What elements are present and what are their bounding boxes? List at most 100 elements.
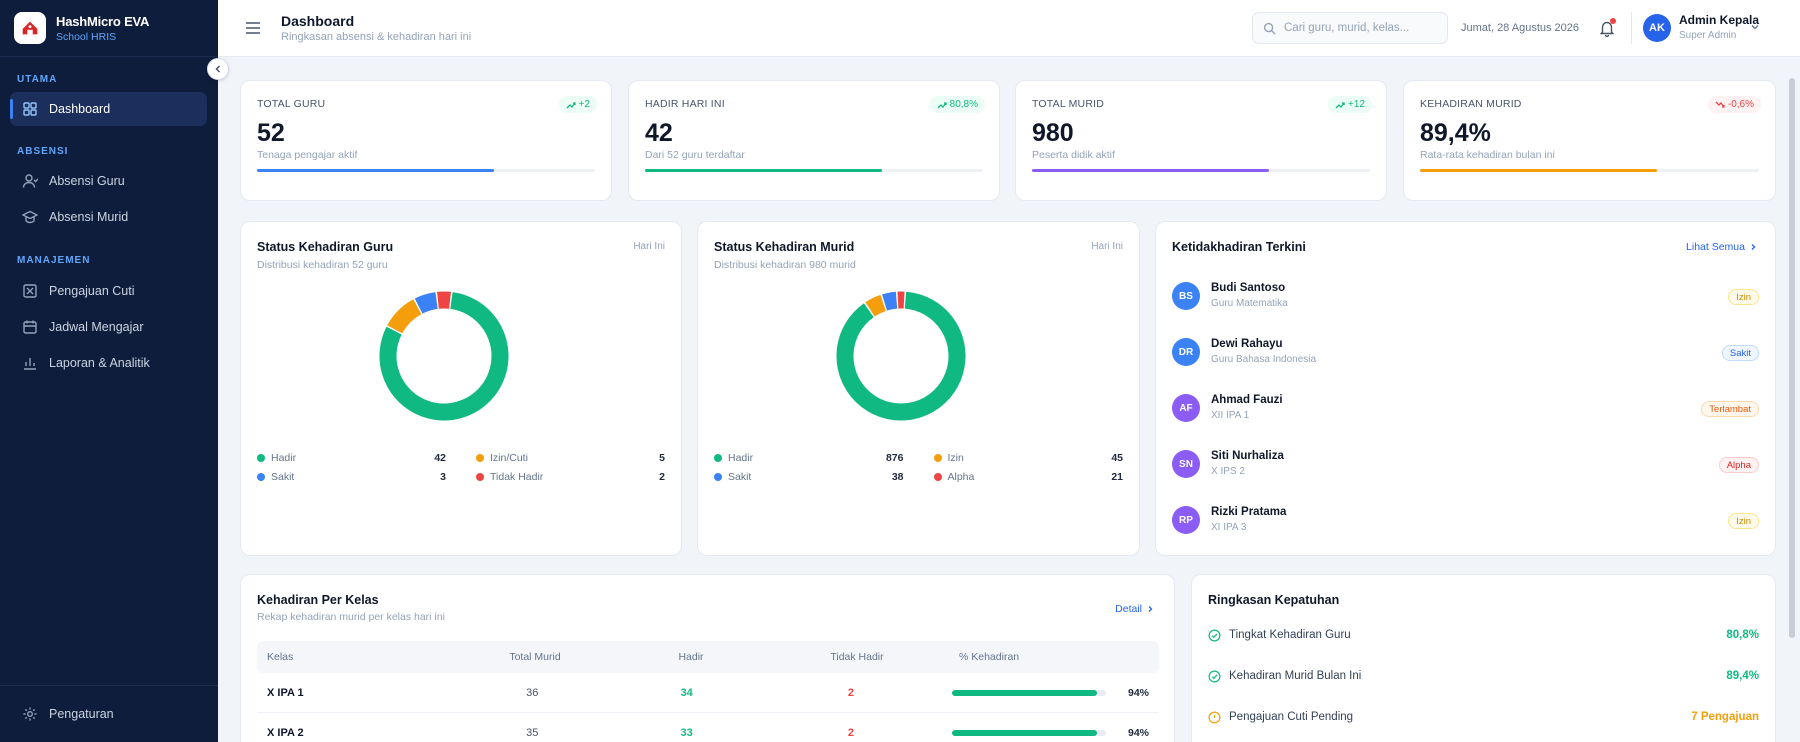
- column-header[interactable]: Hadir: [678, 651, 704, 663]
- avatar: AF: [1172, 394, 1200, 422]
- sidebar-item-laporan-analitik[interactable]: Laporan & Analitik: [10, 346, 207, 380]
- search-icon: [1263, 22, 1276, 35]
- donut-slice-sakit[interactable]: [882, 291, 898, 311]
- person-name: Siti Nurhaliza: [1211, 450, 1284, 462]
- class-attendance-card: Kehadiran Per Kelas Rekap kehadiran muri…: [240, 574, 1175, 742]
- teacher-donut-chart[interactable]: [378, 290, 510, 422]
- user-role: Super Admin: [1679, 30, 1737, 41]
- legend-dot: [714, 453, 722, 462]
- section-title-absensi: ABSENSI: [17, 146, 69, 157]
- cell-tidak-hadir: 2: [847, 686, 854, 699]
- stat-description: Dari 52 guru terdaftar: [645, 149, 745, 161]
- donut-slice-izin[interactable]: [865, 294, 887, 317]
- detail-link[interactable]: Detail: [1115, 603, 1154, 615]
- cell-total: 36: [526, 686, 539, 699]
- absence-item[interactable]: RP Rizki Pratama XI IPA 3 Izin: [1172, 500, 1759, 540]
- status-badge: Sakit: [1721, 345, 1759, 361]
- absence-item[interactable]: DR Dewi Rahayu Guru Bahasa Indonesia Sakit: [1172, 332, 1759, 372]
- compliance-item-student-attendance: Kehadiran Murid Bulan Ini 89,4%: [1208, 666, 1759, 686]
- search-input[interactable]: [1284, 22, 1434, 34]
- column-header[interactable]: Kelas: [267, 651, 294, 663]
- percentage-fill: [951, 689, 1097, 696]
- sidebar-item-jadwal-mengajar[interactable]: Jadwal Mengajar: [10, 310, 207, 344]
- absence-item[interactable]: BS Budi Santoso Guru Matematika Izin: [1172, 276, 1759, 316]
- stat-description: Rata-rata kehadiran bulan ini: [1420, 149, 1555, 161]
- bell-icon[interactable]: [1598, 19, 1616, 37]
- donut-slice-sakit[interactable]: [414, 292, 439, 314]
- sidebar-item-label: Absensi Murid: [49, 210, 129, 224]
- table-row[interactable]: X IPA 1 36 34 2 94%: [257, 673, 1159, 713]
- user-avatar[interactable]: AK: [1643, 14, 1671, 42]
- person-role: XI IPA 3: [1211, 522, 1247, 533]
- status-badge: Terlambat: [1701, 401, 1759, 417]
- person-role: XII IPA 1: [1211, 410, 1250, 421]
- trend-up-icon: [1335, 101, 1345, 108]
- brand[interactable]: HashMicro EVA School HRIS: [0, 0, 218, 57]
- student-donut-chart[interactable]: [835, 290, 967, 422]
- cell-kelas: X IPA 1: [267, 686, 304, 699]
- sidebar-item-label: Absensi Guru: [49, 174, 125, 188]
- bar-chart-icon: [24, 358, 36, 370]
- check-circle-icon: [1208, 629, 1221, 641]
- percentage-value: 94%: [1127, 726, 1149, 739]
- sidebar-item-label: Pengaturan: [49, 707, 114, 721]
- search-box[interactable]: [1252, 12, 1448, 44]
- user-name[interactable]: Admin Kepala: [1679, 13, 1760, 27]
- sidebar-item-absensi-murid[interactable]: Absensi Murid: [10, 200, 207, 234]
- donut-slice-hadir[interactable]: [836, 291, 966, 421]
- alert-circle-icon: [1208, 711, 1221, 723]
- stat-card-kehadiran-murid[interactable]: KEHADIRAN MURID -0,6% 89,4% Rata-rata ke…: [1403, 80, 1776, 201]
- percentage-track: [951, 689, 1106, 696]
- legend-dot: [476, 453, 484, 462]
- stat-card-total-guru[interactable]: TOTAL GURU +2 52 Tenaga pengajar aktif: [240, 80, 612, 201]
- page-scrollbar[interactable]: [1789, 78, 1795, 638]
- table-row[interactable]: X IPA 2 35 33 2 94%: [257, 713, 1159, 742]
- column-header[interactable]: Total Murid: [509, 651, 561, 663]
- column-header[interactable]: Tidak Hadir: [830, 651, 884, 663]
- stat-card-hadir-hari-ini[interactable]: HADIR HARI INI 80,8% 42 Dari 52 guru ter…: [628, 80, 1000, 201]
- brand-name: HashMicro EVA: [56, 13, 150, 29]
- stat-value: 42: [645, 119, 673, 147]
- view-all-link[interactable]: Lihat Semua: [1686, 241, 1757, 253]
- legend-dot: [257, 453, 265, 462]
- sidebar-item-absensi-guru[interactable]: Absensi Guru: [10, 164, 207, 198]
- progress-track: [1420, 169, 1759, 172]
- legend: Hadir 42 Izin/Cuti 5 Sakit 3 Tidak Hadir 2: [257, 448, 665, 486]
- progress-fill: [1420, 169, 1658, 172]
- student-status-card: Status Kehadiran Murid Distribusi kehadi…: [697, 221, 1140, 556]
- absence-item[interactable]: SN Siti Nurhaliza X IPS 2 Alpha: [1172, 444, 1759, 484]
- donut-slice-izin-cuti[interactable]: [387, 299, 422, 334]
- table-header: Kelas Total Murid Hadir Tidak Hadir % Ke…: [257, 641, 1159, 673]
- donut-slice-hadir[interactable]: [379, 292, 509, 421]
- stat-value: 89,4%: [1420, 119, 1491, 147]
- sidebar-item-label: Dashboard: [49, 102, 111, 116]
- legend-item-hadir: Hadir 876: [714, 452, 918, 464]
- stat-card-total-murid[interactable]: TOTAL MURID +12 980 Peserta didik aktif: [1015, 80, 1387, 201]
- chevron-right-icon: [1751, 244, 1756, 250]
- stat-label: TOTAL MURID: [1032, 98, 1105, 110]
- compliance-item-leave-pending[interactable]: Pengajuan Cuti Pending 7 Pengajuan: [1208, 707, 1759, 727]
- cell-percentage: 94%: [938, 727, 1159, 739]
- trend-badge: +12: [1328, 96, 1372, 113]
- legend-item-izin: Izin 45: [918, 452, 1123, 464]
- menu-icon[interactable]: [244, 19, 262, 37]
- sidebar-collapse-button[interactable]: [207, 58, 229, 80]
- file-x-icon: [23, 284, 37, 298]
- person-name: Budi Santoso: [1211, 282, 1286, 294]
- legend-dot: [476, 472, 484, 481]
- sidebar-item-pengaturan[interactable]: Pengaturan: [10, 697, 207, 731]
- column-header[interactable]: % Kehadiran: [959, 651, 1020, 663]
- sidebar-footer: Pengaturan: [0, 685, 218, 742]
- sidebar-item-pengajuan-cuti[interactable]: Pengajuan Cuti: [10, 274, 207, 308]
- chevron-down-icon[interactable]: [1750, 22, 1760, 32]
- absence-item[interactable]: AF Ahmad Fauzi XII IPA 1 Terlambat: [1172, 388, 1759, 428]
- cell-total: 35: [526, 726, 539, 739]
- top-header: Dashboard Ringkasan absensi & kehadiran …: [218, 0, 1800, 57]
- compliance-card: Ringkasan Kepatuhan Tingkat Kehadiran Gu…: [1191, 574, 1776, 742]
- sidebar-item-dashboard[interactable]: Dashboard: [10, 92, 207, 126]
- current-date: Jumat, 28 Agustus 2026: [1461, 22, 1580, 34]
- legend-item-sakit: Sakit 3: [257, 471, 460, 483]
- class-table: Kelas Total Murid Hadir Tidak Hadir % Ke…: [257, 641, 1159, 742]
- person-role: X IPS 2: [1211, 466, 1245, 477]
- legend-dot: [933, 472, 942, 481]
